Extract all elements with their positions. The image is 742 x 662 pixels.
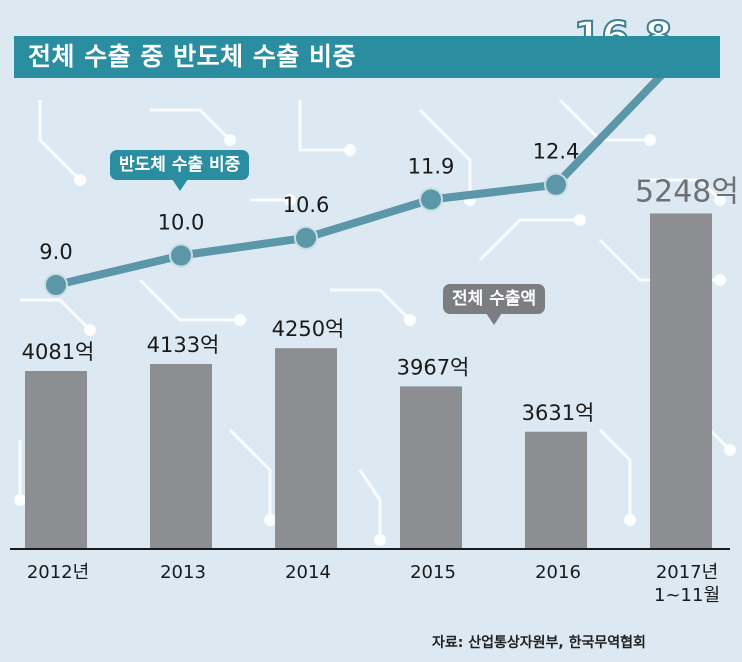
line-point-3 xyxy=(419,187,443,212)
line-point-0 xyxy=(44,273,68,297)
line-point-1 xyxy=(169,243,193,268)
bar-1 xyxy=(150,363,212,549)
category-label-2: 2014 xyxy=(285,562,331,583)
bar-value-label-0: 4081억 xyxy=(22,340,95,364)
bar-value-label-5: 5248억 xyxy=(635,174,739,209)
line-value-label-3: 11.9 xyxy=(408,154,455,178)
category-label-5-line2: 1~11월 xyxy=(654,585,720,606)
line-point-4 xyxy=(544,172,568,197)
category-label-5: 2017년 xyxy=(656,562,718,583)
category-label-4: 2016 xyxy=(535,562,581,583)
bar-5 xyxy=(650,213,712,549)
source-note: 자료: 산업통상자원부, 한국무역협회 xyxy=(432,635,646,651)
bar-2 xyxy=(275,348,337,549)
legend-line-callout: 반도체 수출 비중 xyxy=(110,150,250,191)
bar-value-label-2: 4250억 xyxy=(272,317,345,341)
category-label-0: 2012년 xyxy=(27,562,89,583)
bar-3 xyxy=(400,386,462,549)
bar-value-label-4: 3631억 xyxy=(522,401,595,425)
line-value-label-2: 10.6 xyxy=(283,193,330,217)
share-line xyxy=(52,51,685,289)
line-point-2 xyxy=(294,225,318,250)
category-label-3: 2015 xyxy=(410,562,456,583)
line-value-label-0: 9.0 xyxy=(39,240,72,264)
legend-bar-callout: 전체 수출액 xyxy=(443,284,546,325)
bar-value-label-3: 3967억 xyxy=(397,355,470,379)
bar-0 xyxy=(25,371,87,549)
category-label-1: 2013 xyxy=(160,562,206,583)
line-value-label-4: 12.4 xyxy=(533,140,580,164)
bar-4 xyxy=(525,431,587,549)
bar-value-label-1: 4133억 xyxy=(147,333,220,357)
chart-title: 전체 수출 중 반도체 수출 비중 xyxy=(14,36,720,78)
line-value-label-1: 10.0 xyxy=(158,211,205,235)
